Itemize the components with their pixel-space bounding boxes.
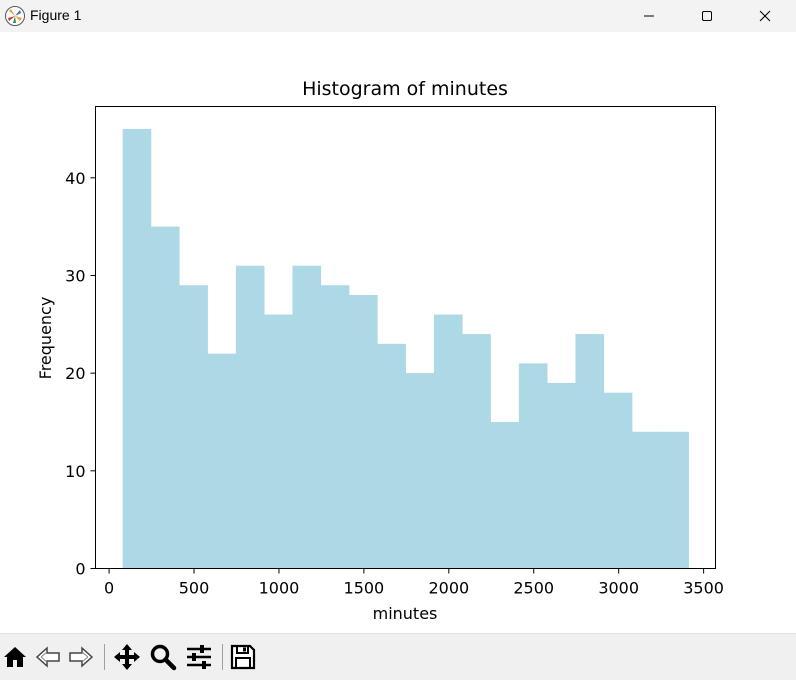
histogram-bar xyxy=(377,343,406,569)
x-tick-label: 0 xyxy=(104,579,114,598)
forward-button[interactable] xyxy=(66,642,96,672)
plot-frame xyxy=(95,106,716,569)
window-titlebar: Figure 1 xyxy=(0,0,796,32)
histogram-bar xyxy=(518,363,548,569)
window-title: Figure 1 xyxy=(30,7,82,23)
histogram-bar xyxy=(207,353,237,569)
histogram-bar xyxy=(405,373,435,569)
home-icon xyxy=(4,647,26,667)
histogram-bars xyxy=(122,128,689,569)
histogram-bar xyxy=(179,285,208,569)
pan-button[interactable] xyxy=(112,642,142,672)
histogram-bar xyxy=(292,265,322,569)
x-tick-label: 3000 xyxy=(598,579,639,598)
navigation-toolbar xyxy=(0,633,796,680)
histogram-bar xyxy=(462,334,491,569)
chart-title: Histogram of minutes xyxy=(302,78,508,100)
pan-icon xyxy=(114,644,140,670)
minimize-button[interactable] xyxy=(620,0,678,32)
histogram-bar xyxy=(575,334,605,569)
minimize-icon xyxy=(644,15,654,17)
forward-icon xyxy=(69,646,94,668)
y-tick-label: 0 xyxy=(75,560,85,579)
save-icon xyxy=(230,644,256,670)
x-tick-label: 2500 xyxy=(513,579,554,598)
x-tick-label: 2000 xyxy=(428,579,469,598)
y-tick-label: 20 xyxy=(65,364,85,383)
x-axis-label: minutes xyxy=(373,604,438,623)
matplotlib-logo-icon xyxy=(4,5,26,27)
zoom-icon xyxy=(150,644,177,671)
x-tick-label: 1000 xyxy=(259,579,300,598)
back-icon xyxy=(35,646,60,668)
back-button[interactable] xyxy=(33,642,63,672)
maximize-icon xyxy=(702,11,712,21)
y-tick-label: 40 xyxy=(65,169,85,188)
histogram-bar xyxy=(320,285,350,569)
figure-canvas: Histogram of minutes 0 500 1000 1500 2000 250… xyxy=(0,32,796,633)
histogram-bar xyxy=(547,382,576,569)
toolbar-separator xyxy=(222,644,223,670)
histogram-bar xyxy=(122,128,152,569)
x-tick-label: 500 xyxy=(179,579,210,598)
x-tick-label: 1500 xyxy=(344,579,385,598)
histogram-bar xyxy=(264,314,293,569)
histogram-bar xyxy=(433,314,463,569)
configure-subplots-button[interactable] xyxy=(184,642,214,672)
save-button[interactable] xyxy=(228,642,258,672)
y-axis: 0 10 20 30 40 xyxy=(65,169,96,579)
histogram-bar xyxy=(603,392,633,569)
histogram-bar xyxy=(660,431,689,569)
configure-subplots-icon xyxy=(187,645,211,669)
y-tick-label: 30 xyxy=(65,266,85,285)
histogram-bar xyxy=(349,295,378,569)
zoom-button[interactable] xyxy=(148,642,178,672)
histogram-bar xyxy=(490,421,520,569)
maximize-button[interactable] xyxy=(678,0,736,32)
home-button[interactable] xyxy=(0,642,30,672)
histogram-bar xyxy=(235,265,265,569)
histogram-chart: Histogram of minutes 0 500 1000 1500 2000 250… xyxy=(36,78,724,623)
x-tick-label: 3500 xyxy=(683,579,724,598)
toolbar-separator xyxy=(104,644,105,670)
x-axis: 0 500 1000 1500 2000 2500 3000 3500 xyxy=(104,568,724,598)
histogram-bar xyxy=(632,431,661,569)
close-button[interactable] xyxy=(736,0,794,32)
close-icon xyxy=(759,10,771,22)
y-tick-label: 10 xyxy=(65,462,85,481)
y-axis-label: Frequency xyxy=(36,297,55,380)
histogram-bar xyxy=(150,226,180,569)
